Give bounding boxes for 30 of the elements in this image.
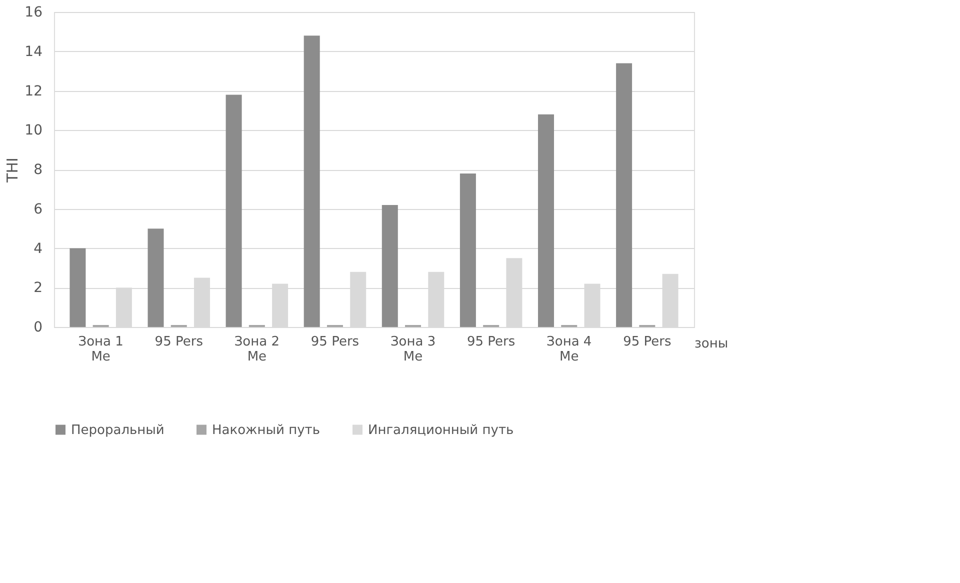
bar [226, 94, 242, 327]
x-tick-label: 95 Pers [466, 334, 516, 350]
bar [70, 248, 86, 327]
x-tick-label: 95 Pers [310, 334, 360, 350]
y-tick-label: 16 [24, 4, 43, 20]
y-tick-label: 10 [24, 122, 42, 139]
x-tick-label: Зона 3 Me [390, 334, 436, 364]
legend-label: Ингаляционный путь [368, 422, 514, 438]
bar [148, 228, 164, 327]
y-tick-label: 4 [34, 240, 43, 257]
y-tick-label: 2 [34, 280, 42, 296]
x-tick-label: Зона 2 Me [234, 334, 280, 364]
x-axis-title: зоны [694, 336, 728, 352]
y-tick-label: 0 [34, 320, 42, 336]
legend-label: Накожный путь [212, 422, 320, 438]
y-tick-label: 14 [24, 44, 43, 60]
y-tick-label: 12 [24, 83, 42, 100]
x-tick-label: Зона 1 Me [78, 334, 124, 364]
x-tick-label: 95 Pers [154, 334, 204, 350]
bar [382, 204, 398, 327]
y-axis-title: THI [4, 158, 22, 184]
bar [616, 63, 632, 327]
x-tick-label: Зона 4 Me [546, 334, 592, 364]
bar [460, 173, 476, 327]
y-tick-label: 6 [34, 201, 43, 218]
y-tick-label: 8 [34, 162, 42, 178]
x-tick-label: 95 Pers [623, 334, 672, 350]
legend-label: Пероральный [71, 422, 164, 438]
bar [304, 36, 320, 327]
bar [538, 114, 554, 327]
